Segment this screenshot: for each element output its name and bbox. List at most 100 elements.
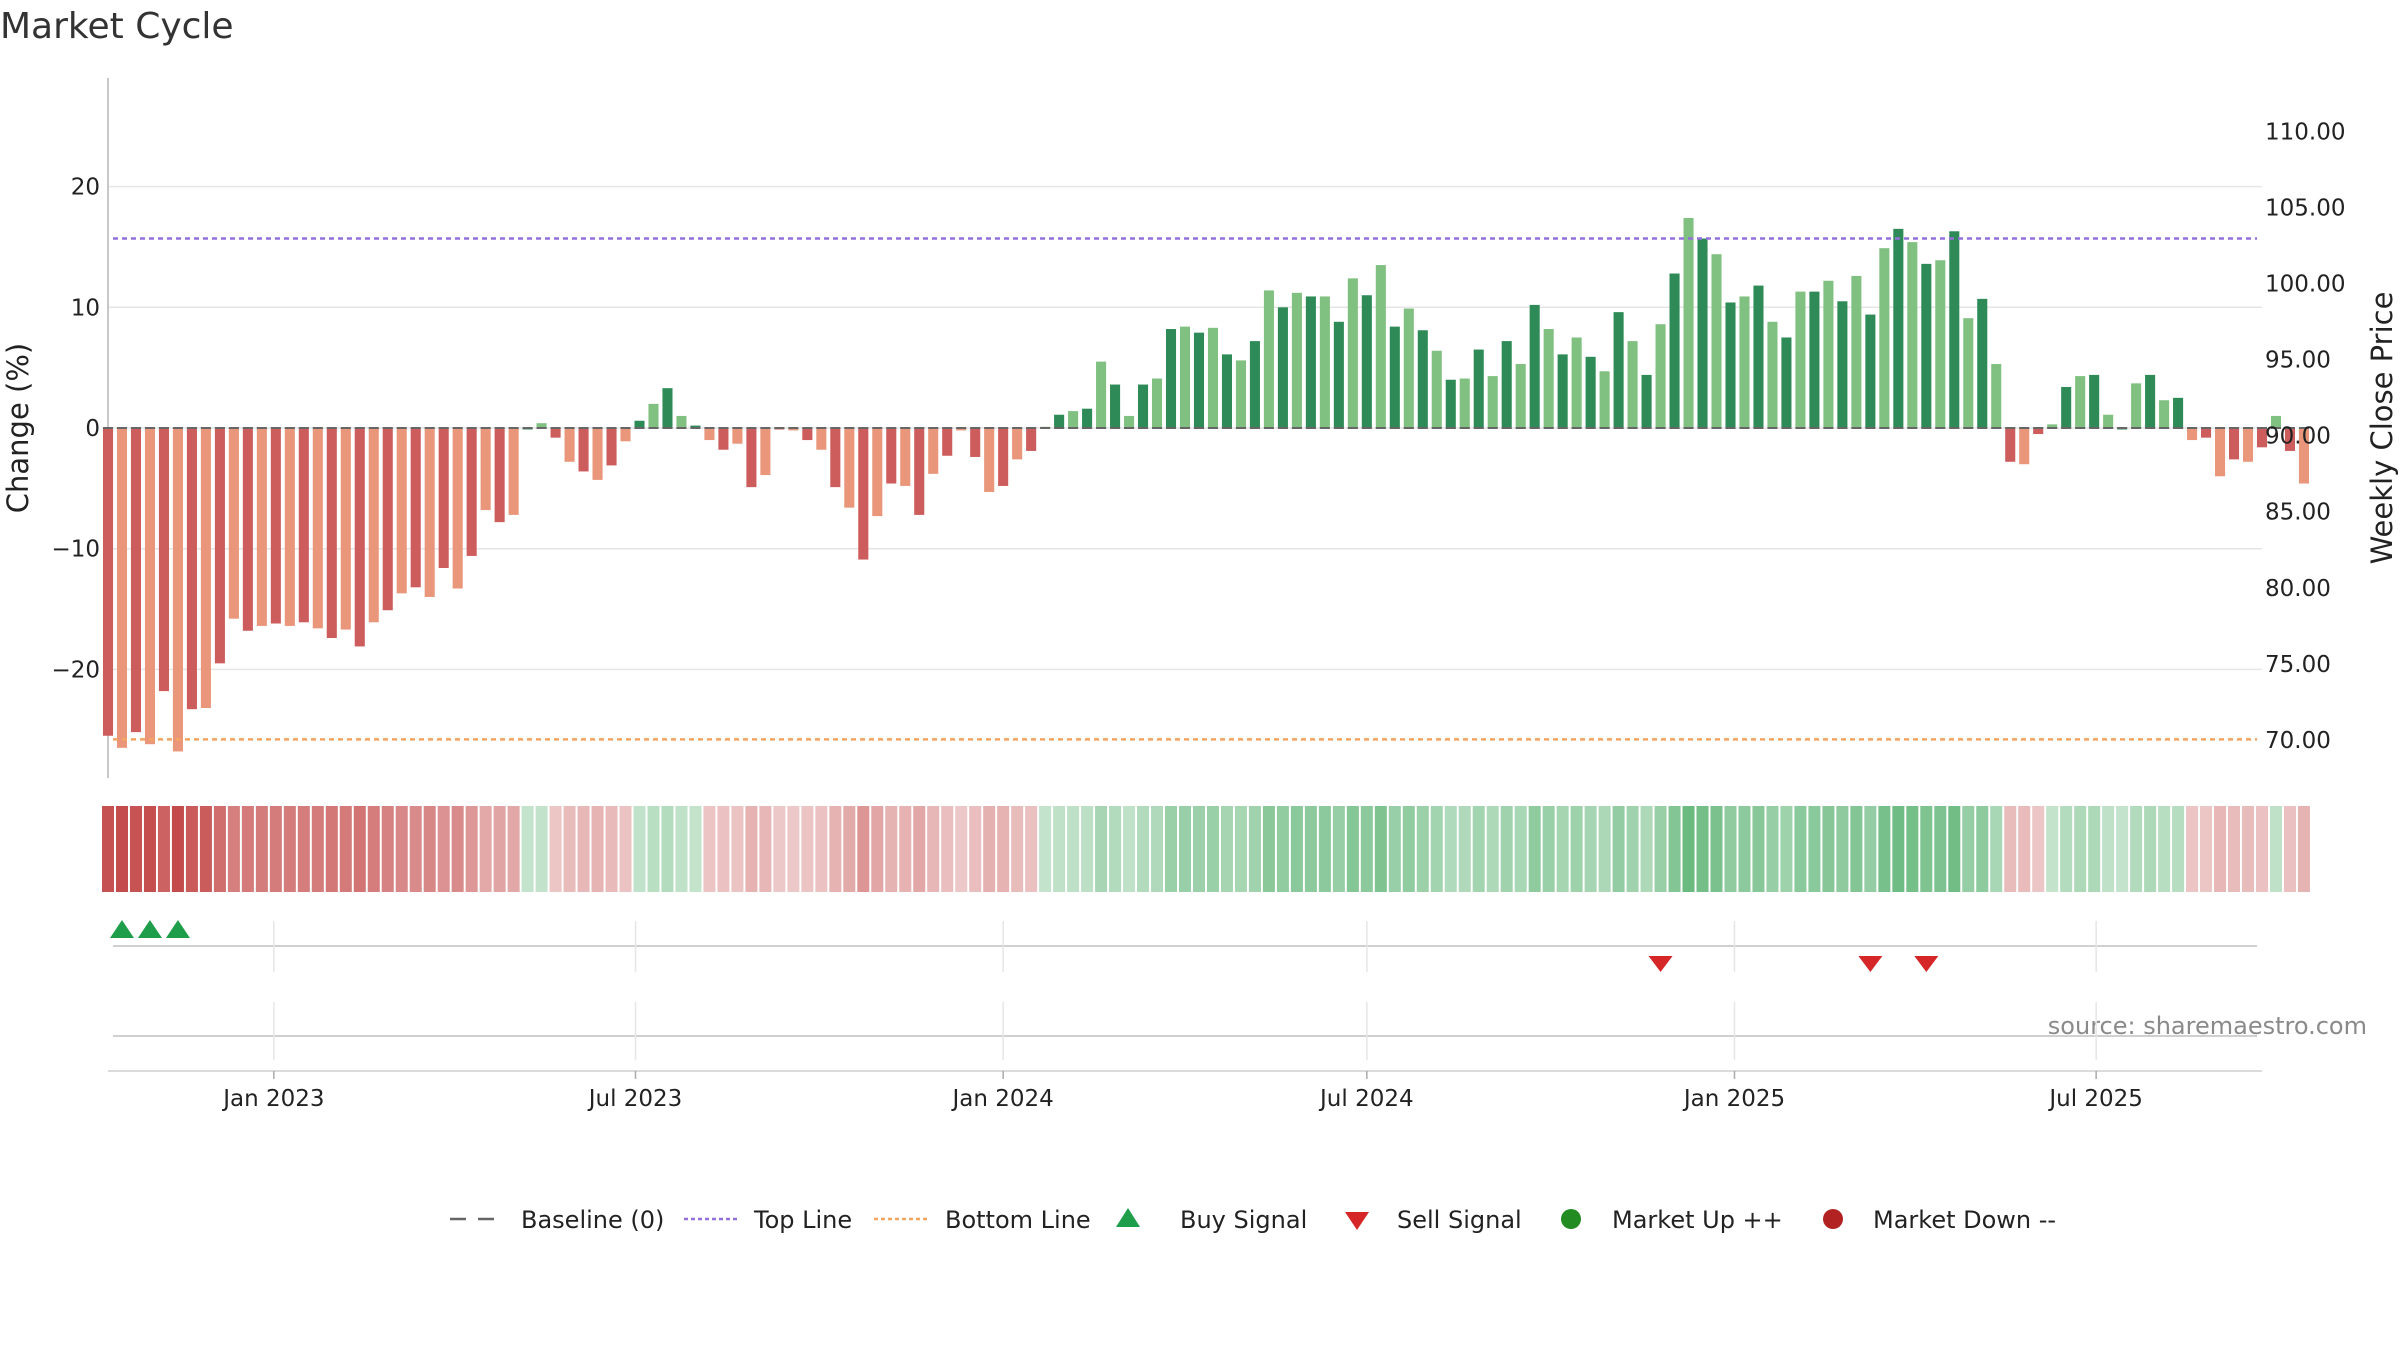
strip-cell xyxy=(297,806,310,892)
bar xyxy=(452,428,463,589)
source-text: source: sharemaestro.com xyxy=(2048,1012,2367,1040)
bar xyxy=(1347,278,1358,428)
bar xyxy=(816,428,827,450)
strip-cell xyxy=(1626,806,1639,892)
x-tick-label: Jan 2024 xyxy=(951,1086,1054,1112)
strip-cell xyxy=(1486,806,1499,892)
strip-cell xyxy=(1780,806,1793,892)
bar xyxy=(1138,384,1149,428)
bar xyxy=(942,428,953,456)
bar xyxy=(1823,280,1834,428)
strip-cell xyxy=(1766,806,1779,892)
bar xyxy=(1124,415,1135,428)
bar xyxy=(1375,265,1386,428)
right-y-tick-label: 75.00 xyxy=(2265,652,2331,678)
strip-cell xyxy=(577,806,590,892)
bar xyxy=(1487,376,1498,428)
reference-lines xyxy=(113,237,2257,741)
bar xyxy=(2215,428,2226,477)
bar xyxy=(1179,326,1191,428)
y-tick-label: 10 xyxy=(71,295,100,321)
bar xyxy=(1865,314,1876,428)
bar xyxy=(200,428,211,708)
strip-cell xyxy=(199,806,212,892)
bar xyxy=(508,428,519,515)
strip-cell xyxy=(1388,806,1401,892)
bar xyxy=(1389,326,1400,428)
strip-cell xyxy=(479,806,492,892)
strip-cell xyxy=(1374,806,1387,892)
bar xyxy=(858,428,869,560)
strip-cell xyxy=(2102,806,2115,892)
bar xyxy=(1739,296,1750,428)
bar xyxy=(186,428,197,710)
strip-cell xyxy=(2228,806,2241,892)
bar xyxy=(578,428,589,472)
strip-cell xyxy=(255,806,268,892)
strip-cell xyxy=(157,806,170,892)
bar xyxy=(746,428,757,488)
strip-cell xyxy=(2269,806,2283,892)
bar xyxy=(2256,428,2268,448)
legend-market-up-swatch xyxy=(1561,1209,1581,1229)
strip-cell xyxy=(535,806,548,892)
right-y-tick-label: 95.00 xyxy=(2265,348,2331,374)
bar xyxy=(1165,329,1177,428)
legend: Baseline (0) Top Line Bottom Line Buy Signa… xyxy=(450,1206,2056,1234)
bar xyxy=(2187,428,2198,441)
strip-cell xyxy=(2200,806,2213,892)
strip-cell xyxy=(1095,806,1108,892)
bars xyxy=(102,218,2309,752)
strip-cell xyxy=(857,806,870,892)
bar xyxy=(368,428,379,623)
strip-cell xyxy=(591,806,604,892)
strip-cell xyxy=(143,806,156,892)
strip-cell xyxy=(283,806,296,892)
strip-cell xyxy=(1822,806,1835,892)
bar xyxy=(1809,291,1820,428)
strip-cell xyxy=(1178,806,1192,892)
bar xyxy=(424,428,435,597)
bar xyxy=(1473,349,1484,428)
bar xyxy=(1557,354,1568,428)
strip-cell xyxy=(1850,806,1863,892)
bar xyxy=(158,428,169,692)
strip-cell xyxy=(2241,806,2255,892)
bar xyxy=(1585,356,1596,428)
strip-cell xyxy=(675,806,688,892)
strip-cell xyxy=(185,806,198,892)
bar xyxy=(1641,374,1652,428)
x-tick-label: Jul 2023 xyxy=(587,1086,683,1112)
strip-cell xyxy=(773,806,786,892)
bar xyxy=(1319,296,1330,428)
strip-cell xyxy=(549,806,562,892)
bar xyxy=(956,428,967,431)
bar xyxy=(1627,341,1638,428)
strip-cell xyxy=(1528,806,1541,892)
strip-cell xyxy=(521,806,534,892)
strip-cell xyxy=(2004,806,2017,892)
strip-cell xyxy=(507,806,520,892)
strip-cell xyxy=(1416,806,1429,892)
bar xyxy=(788,428,799,431)
strip-cell xyxy=(1934,806,1947,892)
strip-cell xyxy=(1878,806,1891,892)
bar xyxy=(1403,308,1414,428)
strip-cell xyxy=(1472,806,1485,892)
bar xyxy=(1851,275,1862,428)
x-tick-label: Jul 2025 xyxy=(2047,1086,2143,1112)
bar xyxy=(2242,428,2254,462)
x-axis-ticks: Jan 2023 Jul 2023 Jan 2024 Jul 2024 Jan 2025… xyxy=(108,921,2262,1112)
strip-cell xyxy=(997,806,1010,892)
bar xyxy=(1543,329,1554,428)
bar xyxy=(900,428,911,486)
strip-cell xyxy=(1836,806,1849,892)
strip-cell xyxy=(1318,806,1331,892)
strip-cell xyxy=(941,806,954,892)
bar xyxy=(396,428,407,594)
bar xyxy=(1263,290,1274,428)
strip-cell xyxy=(1696,806,1709,892)
bar xyxy=(2284,428,2296,451)
buy-signal-marker xyxy=(165,920,190,938)
strip-cell xyxy=(689,806,702,892)
